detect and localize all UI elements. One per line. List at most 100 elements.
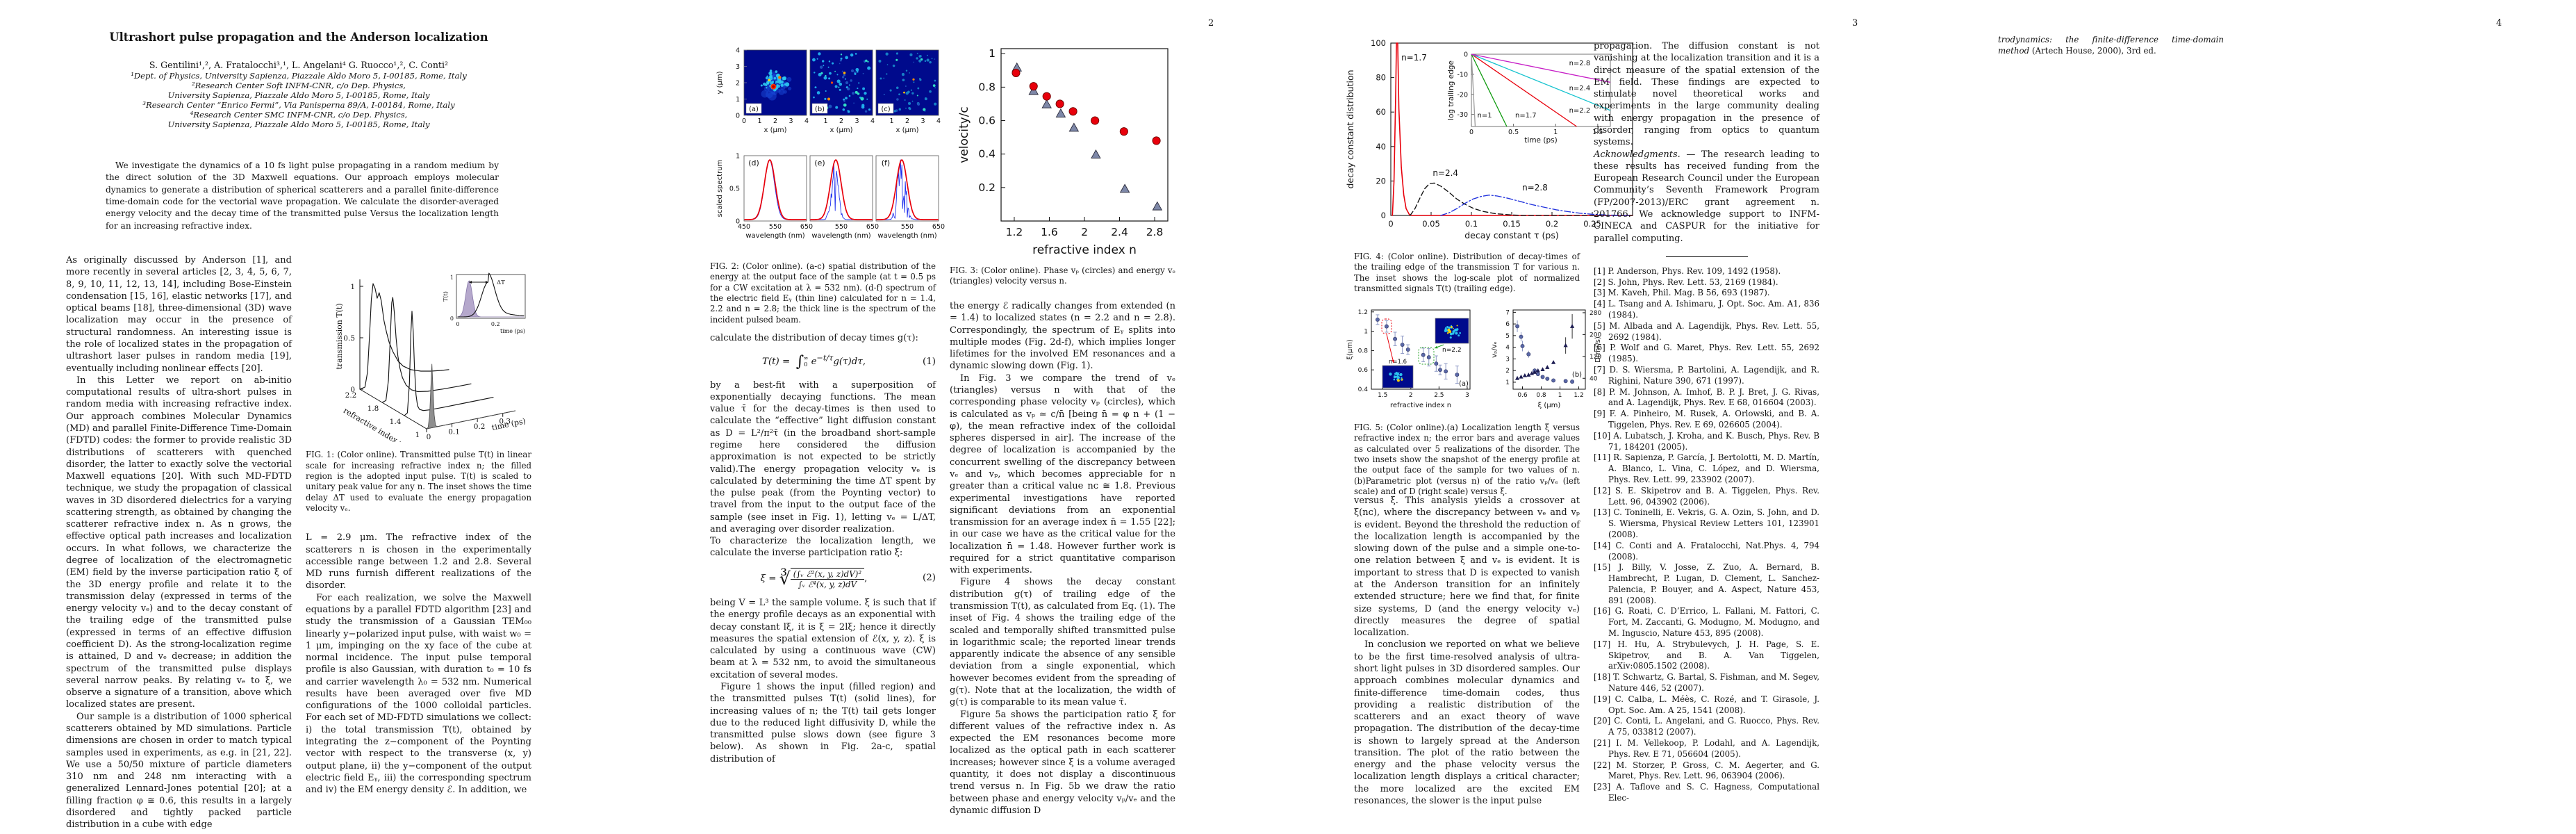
reference-item: [14] C. Conti and A. Fratalocchi, Nat.Ph… [1594, 540, 1819, 562]
svg-text:1.4: 1.4 [390, 418, 402, 426]
svg-text:40: 40 [1590, 375, 1598, 382]
svg-text:n=2.2: n=2.2 [1442, 347, 1462, 354]
svg-text:ΔT: ΔT [497, 279, 505, 286]
svg-text:0: 0 [350, 386, 355, 394]
page1-column-right: 0 0.5 1 transmission T(t) 2.2 1.8 1.4 1 refracti… [306, 252, 531, 796]
svg-text:0: 0 [1464, 51, 1468, 59]
paper-title: Ultrashort pulse propagation and the And… [109, 31, 488, 44]
svg-text:-10: -10 [1457, 71, 1468, 79]
svg-text:transmission T(t): transmission T(t) [335, 303, 344, 369]
svg-text:2.4: 2.4 [1111, 226, 1128, 238]
svg-text:4: 4 [736, 47, 740, 55]
svg-text:0.5: 0.5 [343, 334, 355, 343]
page-4: 4 trodynamics: the finite-difference tim… [1932, 0, 2576, 834]
svg-text:0: 0 [736, 218, 740, 226]
svg-text:0: 0 [736, 113, 740, 120]
svg-text:0.2: 0.2 [1546, 219, 1558, 229]
svg-text:20: 20 [1376, 176, 1386, 186]
svg-text:time (ps): time (ps) [1524, 136, 1557, 145]
svg-text:1: 1 [989, 47, 996, 60]
svg-text:1.8: 1.8 [368, 404, 379, 413]
svg-text:n=1: n=1 [1477, 112, 1492, 120]
svg-text:2: 2 [1409, 392, 1413, 399]
svg-text:0.2: 0.2 [491, 321, 500, 327]
svg-text:650: 650 [866, 223, 879, 231]
reference-item: [22] M. Storzer, P. Gross, C. M. Aegerte… [1594, 760, 1819, 781]
svg-text:1.5: 1.5 [1378, 392, 1387, 399]
svg-text:1: 1 [823, 117, 827, 125]
affiliation-line: ³Research Center “Enrico Fermi”, Via Pan… [142, 99, 455, 110]
reference-item: [9] F. A. Pinheiro, M. Rusek, A. Orlowsk… [1594, 409, 1819, 430]
svg-text:0.4: 0.4 [978, 148, 996, 161]
svg-text:650: 650 [932, 223, 945, 231]
reference-item: [10] A. Lubatsch, J. Kroha, and K. Busch… [1594, 430, 1819, 452]
paragraph: In this Letter we report on ab-initio co… [66, 375, 292, 710]
affiliation-line: ¹Dept. of Physics, University Sapienza, … [131, 71, 467, 81]
acknowledgments: Acknowledgments. — The research leading … [1594, 149, 1819, 244]
svg-text:-20: -20 [1457, 91, 1468, 99]
reference-item: [7] D. S. Wiersma, P. Bartolini, A. Lage… [1594, 364, 1819, 386]
svg-text:7: 7 [1505, 309, 1510, 316]
paper-authors: S. Gentilini¹,², A. Fratalocchi³,¹, L. A… [149, 60, 449, 70]
equation-2: ξ = ∛ (∫ᵥ ℰ²(x, y, z)dV)² ∫ᵥ ℰ⁴(x, y, z)dV… [760, 567, 936, 589]
svg-text:0.6: 0.6 [1358, 367, 1369, 374]
reference-item: [19] C. Calba, L. Méès, C. Rozé, and T. … [1594, 694, 1819, 715]
reference-item: [20] C. Conti, L. Angelani, and G. Ruocc… [1594, 716, 1819, 737]
svg-text:0: 0 [1469, 129, 1473, 136]
svg-text:(a): (a) [749, 106, 759, 113]
paragraph: In Fig. 3 we compare the trend of vₑ (tr… [950, 373, 1175, 576]
svg-text:(f): (f) [882, 158, 890, 167]
reference-item: [11] R. Sapienza, P. García, J. Bertolot… [1594, 452, 1819, 484]
svg-text:decay constant distribution: decay constant distribution [1345, 70, 1355, 188]
svg-text:280: 280 [1590, 310, 1601, 317]
svg-text:1.6: 1.6 [1041, 226, 1058, 238]
svg-text:0.05: 0.05 [1422, 219, 1440, 229]
page3-column-right: propagation. The diffusion constant is n… [1594, 40, 1819, 804]
page3-column-left: versus ξ. This analysis yields a crossov… [1354, 495, 1580, 807]
svg-text:3: 3 [920, 117, 925, 125]
equation-number: (1) [923, 356, 936, 367]
integral-sign: ∫ [795, 353, 804, 371]
svg-text:0.8: 0.8 [1358, 348, 1369, 354]
page1-column-left: As originally discussed by Anderson [1],… [66, 254, 292, 831]
svg-text:5: 5 [1505, 333, 1510, 340]
svg-text:2: 2 [773, 117, 777, 125]
reference-item: [16] G. Roati, C. D’Errico, L. Fallani, … [1594, 606, 1819, 639]
svg-text:-30: -30 [1457, 111, 1468, 119]
svg-text:550: 550 [901, 223, 914, 231]
reference-item: [2] S. John, Phys. Rev. Lett. 53, 2169 (… [1594, 277, 1778, 287]
paper-affiliations: ¹Dept. of Physics, University Sapienza, … [66, 71, 531, 129]
page2-column-left: calculate the distribution of decay time… [710, 332, 936, 765]
paragraph: In conclusion we reported on what we bel… [1354, 639, 1580, 807]
figure-2-caption: FIG. 2: (Color online). (a-c) spatial di… [710, 261, 936, 325]
paragraph: being V = L³ the sample volume. ξ is suc… [710, 598, 936, 680]
svg-text:n=1.7: n=1.7 [1401, 53, 1427, 63]
affiliation-line: University Sapienza, Piazzale Aldo Moro … [167, 90, 430, 100]
svg-text:n=2.8: n=2.8 [1569, 60, 1591, 67]
svg-text:(e): (e) [814, 158, 825, 167]
svg-text:120: 120 [1590, 354, 1601, 361]
svg-text:0.3: 0.3 [499, 418, 511, 426]
figure-3-scatter-plot: 1.2 1.6 2 2.4 2.8 0.2 0.4 0.6 0.8 1 refractive ind… [957, 47, 1169, 257]
paragraph: Figure 4 shows the decay constant distri… [950, 577, 1175, 708]
paper-abstract: We investigate the dynamics of a 10 fs l… [106, 161, 499, 231]
reference-item: [1] P. Anderson, Phys. Rev. 109, 1492 (1… [1594, 265, 1781, 276]
svg-text:3: 3 [789, 117, 793, 125]
svg-text:1: 1 [415, 431, 420, 439]
reference-item: [5] M. Albada and A. Lagendijk, Phys. Re… [1594, 320, 1819, 342]
svg-text:1.2: 1.2 [1574, 392, 1583, 399]
svg-text:550: 550 [769, 223, 782, 231]
equation-number: (2) [923, 573, 936, 584]
svg-text:4: 4 [1505, 345, 1510, 352]
svg-text:200: 200 [1590, 332, 1601, 338]
svg-text:2.2: 2.2 [345, 391, 357, 400]
svg-text:2.8: 2.8 [1146, 226, 1164, 238]
svg-text:0.1: 0.1 [1465, 219, 1478, 229]
svg-text:100: 100 [1371, 38, 1386, 48]
svg-text:(b): (b) [1572, 371, 1582, 379]
svg-text:2: 2 [1505, 368, 1510, 375]
svg-text:1.5: 1.5 [1592, 129, 1603, 136]
svg-text:n=2.8: n=2.8 [1522, 183, 1548, 193]
svg-text:decay constant τ (ps): decay constant τ (ps) [1464, 230, 1559, 240]
